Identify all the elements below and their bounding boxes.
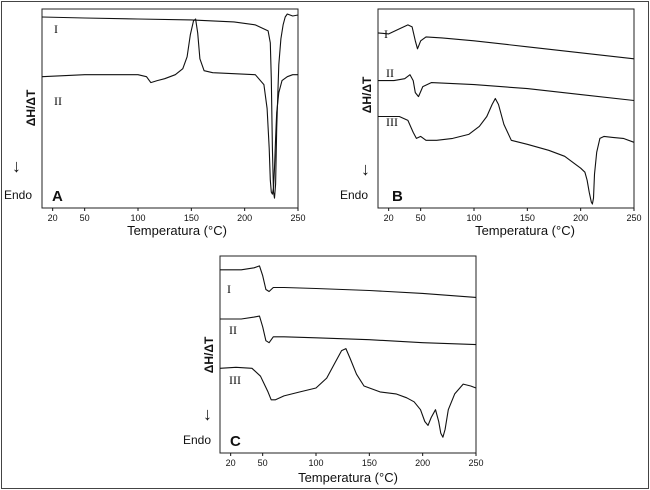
panel-a-series-II-label: II: [54, 94, 62, 108]
panel-b-tick-label: 250: [626, 213, 641, 223]
panel-c-tick-label: 50: [258, 458, 268, 468]
panel-c-series-II-label: II: [229, 323, 237, 337]
panel-c: 20 50 100 150 200 250 I II III ΔH/ΔT ↓ Endo C…: [183, 255, 484, 485]
panel-c-series-II-trace: [220, 315, 477, 346]
panel-a-series-II-trace: [41, 18, 298, 195]
panel-b-series-II-label: II: [386, 66, 394, 80]
panel-a-endo-label: Endo: [4, 188, 32, 202]
panel-a-tick-label: 20: [48, 213, 58, 223]
panel-c-tick-label: 20: [226, 458, 236, 468]
panel-a-x-axis-label: Temperatura (°C): [127, 223, 227, 238]
panel-b-tick-label: 50: [416, 213, 426, 223]
panel-a-letter: A: [52, 188, 63, 205]
panel-c-series-III-trace: [219, 348, 477, 438]
panel-b-series-II-trace: [378, 74, 635, 102]
panel-b-series-III-trace: [378, 97, 635, 205]
panel-b-x-axis-label: Temperatura (°C): [475, 223, 575, 238]
panel-a-tick-label: 150: [184, 213, 199, 223]
panel-b-plot-area: [377, 8, 635, 209]
panel-a-plot-area: [41, 8, 299, 209]
panel-b-y-axis-label: ΔH/ΔT: [360, 76, 374, 113]
panel-c-tick-label: 100: [308, 458, 323, 468]
panel-b-tick-label: 100: [466, 213, 481, 223]
panel-a-tick-label: 200: [237, 213, 252, 223]
panel-c-series-I-label: I: [227, 282, 231, 296]
panel-c-traces: [219, 265, 477, 438]
panel-b-series-III-label: III: [386, 115, 398, 129]
panel-b-endo-arrow-icon: ↓: [361, 159, 370, 179]
panel-c-letter: C: [230, 433, 241, 450]
panel-b-series-I-trace: [377, 24, 635, 60]
panel-a-endo-arrow-icon: ↓: [12, 156, 21, 176]
panel-b-series-I-label: I: [384, 27, 388, 41]
panel-b-x-ticks: 20 50 100 150 200 250: [384, 208, 642, 223]
panel-a-traces: [41, 13, 299, 199]
panel-b-traces: [377, 24, 635, 205]
panel-a-series-I-trace: [41, 13, 299, 199]
panel-c-y-axis-label: ΔH/ΔT: [202, 336, 216, 373]
panel-a-tick-label: 50: [80, 213, 90, 223]
panel-c-endo-arrow-icon: ↓: [203, 404, 212, 424]
panel-a-y-axis-label: ΔH/ΔT: [24, 89, 38, 126]
panel-b-tick-label: 150: [520, 213, 535, 223]
panel-b-endo-label: Endo: [340, 188, 368, 202]
panel-b-tick-label: 20: [384, 213, 394, 223]
panel-b: 20 50 100 150 200 250 I II III ΔH/ΔT ↓ Endo B…: [340, 8, 642, 238]
panel-b-letter: B: [392, 188, 403, 205]
panel-c-series-III-label: III: [229, 373, 241, 387]
panel-c-x-axis-label: Temperatura (°C): [298, 470, 398, 485]
panel-c-tick-label: 250: [468, 458, 483, 468]
panel-c-series-I-trace: [220, 265, 477, 298]
panel-c-endo-label: Endo: [183, 433, 211, 447]
panel-a-series-I-label: I: [54, 22, 58, 36]
panel-a: 20 50 100 150 200 250 I II ΔH/ΔT ↓ Endo A Tem…: [4, 8, 306, 238]
panel-a-x-ticks: 20 50 100 150 200 250: [48, 208, 306, 223]
panel-a-tick-label: 100: [130, 213, 145, 223]
panel-c-tick-label: 150: [362, 458, 377, 468]
panel-a-tick-label: 250: [290, 213, 305, 223]
panel-c-tick-label: 200: [415, 458, 430, 468]
panel-b-tick-label: 200: [573, 213, 588, 223]
panel-c-x-ticks: 20 50 100 150 200 250: [226, 453, 484, 468]
